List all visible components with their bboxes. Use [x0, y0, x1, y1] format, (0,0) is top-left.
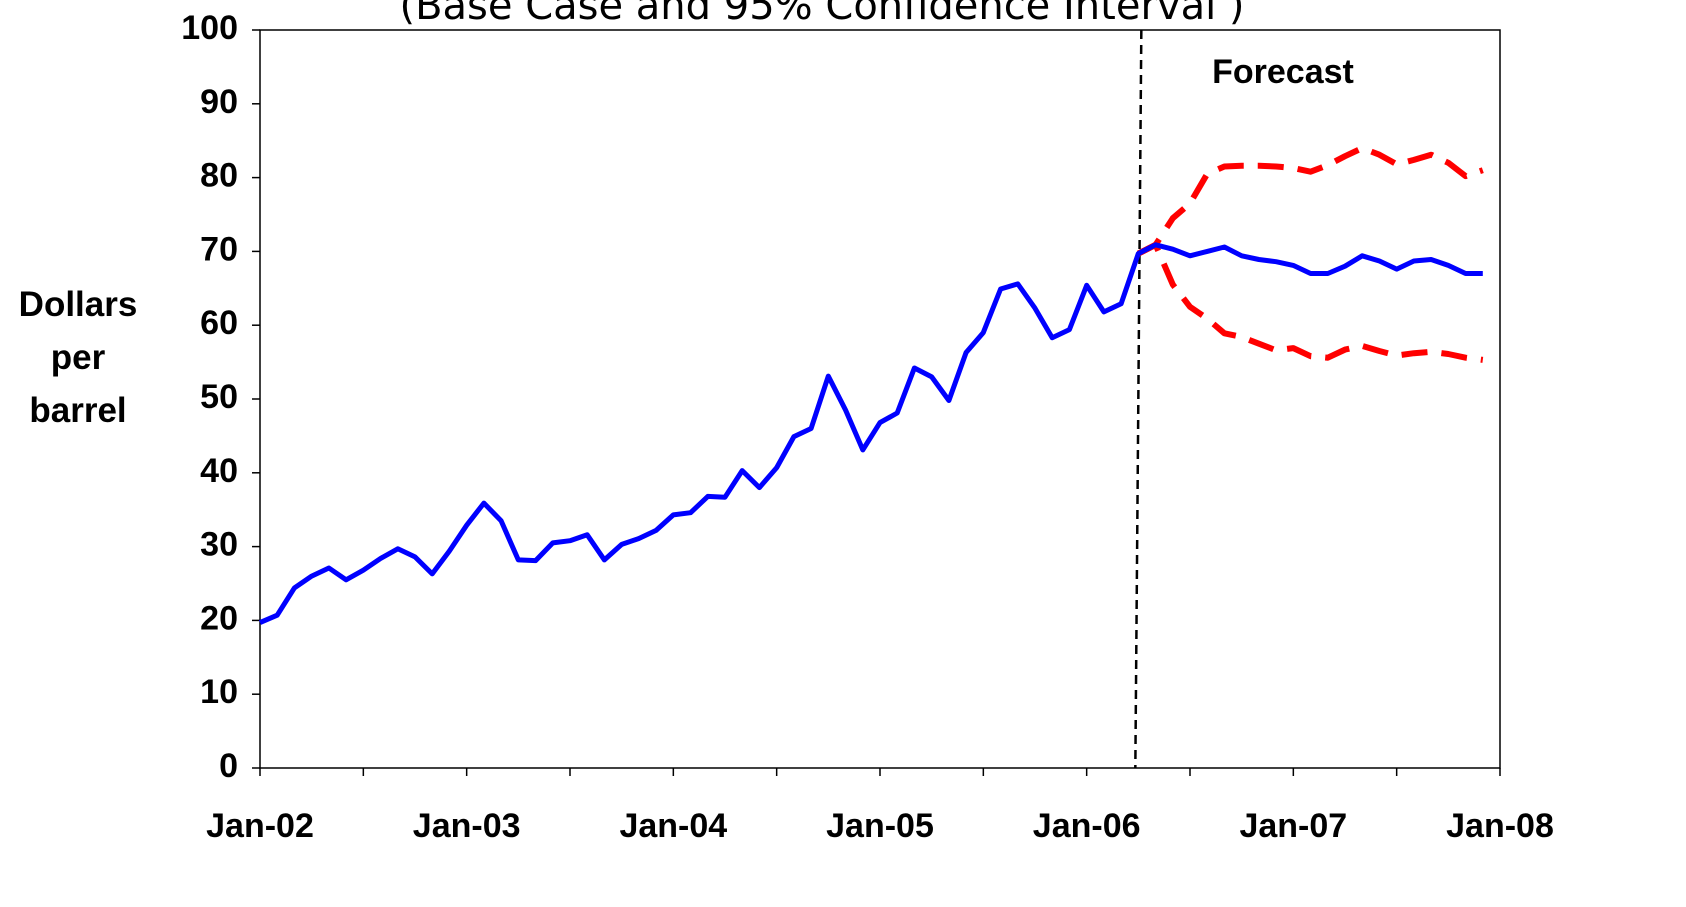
x-tick-label: Jan-08 [1446, 807, 1554, 845]
x-tick-label: Jan-02 [206, 807, 314, 845]
annotation: Forecast [1212, 53, 1354, 91]
y-tick-label: 30 [200, 526, 238, 564]
x-tick-label: Jan-05 [826, 807, 934, 845]
forecast-divider [1134, 29, 1143, 769]
y-tick-label: 0 [219, 747, 238, 785]
y-tick-label: 50 [200, 378, 238, 416]
y-tick-label: 70 [200, 230, 238, 268]
x-tick-label: Jan-03 [413, 807, 521, 845]
x-tick-label: Jan-07 [1239, 807, 1347, 845]
series-line [259, 242, 1483, 625]
series-line [1136, 241, 1484, 363]
x-tick-label: Jan-04 [619, 807, 727, 845]
y-tick-label: 10 [200, 673, 238, 711]
y-tick-label: 100 [181, 9, 238, 47]
y-tick-label: 60 [200, 304, 238, 342]
x-tick-label: Jan-06 [1033, 807, 1141, 845]
y-tick-label: 40 [200, 452, 238, 490]
y-axis-label: Dollars per barrel [18, 285, 138, 430]
y-tick-label: 90 [200, 83, 238, 121]
plot-frame [259, 29, 1501, 769]
chart-subtitle: (Base Case and 95% Confidence Interval ) [399, 0, 1244, 29]
y-tick-label: 20 [200, 599, 238, 637]
series-line [1136, 145, 1484, 257]
y-tick-label: 80 [200, 157, 238, 195]
